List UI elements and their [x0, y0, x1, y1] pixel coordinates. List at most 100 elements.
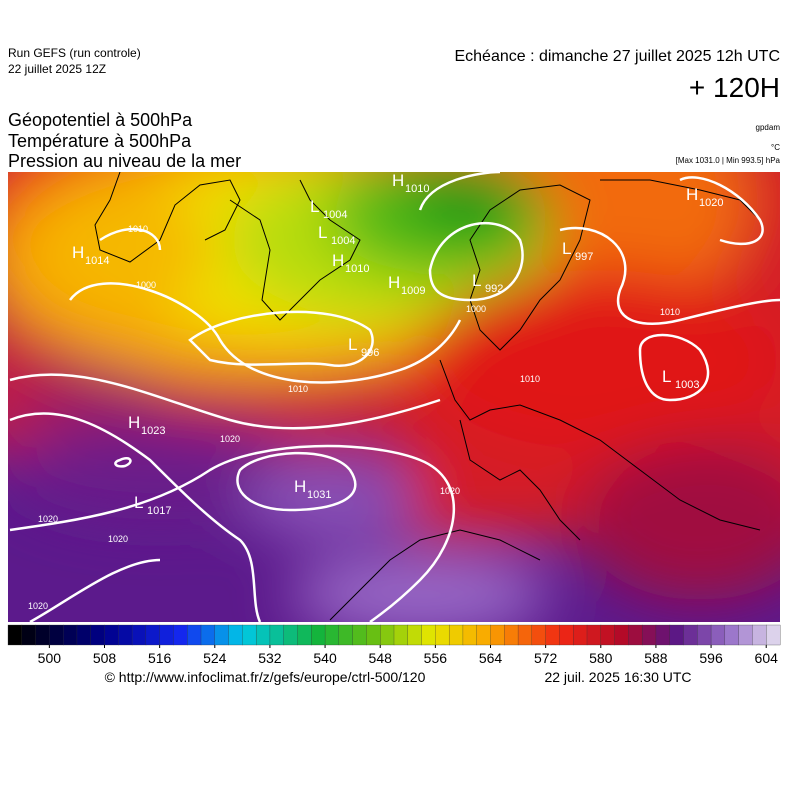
colorbar-swatch [683, 624, 698, 646]
colorbar-tick-label: 572 [534, 650, 558, 666]
colorbar-swatch [131, 624, 147, 646]
colorbar-tick-label: 580 [589, 650, 613, 666]
center-letter: H [332, 251, 344, 270]
center-letter: L [134, 493, 143, 512]
colorbar-swatch [159, 624, 174, 646]
colorbar-tick-label: 596 [699, 650, 723, 666]
isobar-label: 1000 [136, 280, 156, 290]
isobar-label: 1020 [220, 434, 240, 444]
colorbar-swatch [669, 624, 684, 646]
colorbar-tick-label: 548 [369, 650, 393, 666]
valid-time: Echéance : dimanche 27 juillet 2025 12h … [454, 48, 780, 65]
colorbar-swatch [421, 624, 436, 646]
isobar-label: 1010 [520, 374, 540, 384]
colorbar-swatch [531, 624, 547, 646]
isobar-label: 1020 [440, 486, 460, 496]
isobar-label: 1010 [660, 307, 680, 317]
colorbar-swatch [228, 624, 243, 646]
colorbar-swatch [173, 624, 188, 646]
center-value: 1017 [147, 505, 171, 517]
colorbar-swatch [710, 624, 726, 646]
unit: [Max 1031.0 | Min 993.5] hPa [676, 156, 781, 165]
isobar-label: 1020 [28, 601, 48, 611]
colorbar-swatch [628, 624, 643, 646]
center-letter: L [318, 223, 327, 242]
center-letter: L [472, 271, 481, 290]
colorbar-tick-label: 588 [644, 650, 668, 666]
colorbar-swatch [393, 624, 409, 646]
colorbar-swatch [283, 624, 298, 646]
colorbar-swatch [62, 624, 78, 646]
colorbar-swatch [311, 624, 326, 646]
title: Géopotentiel à 500hPa [8, 110, 193, 130]
colorbar-swatch [145, 624, 161, 646]
center-value: 1010 [405, 183, 429, 195]
colorbar-tick-label: 516 [148, 650, 172, 666]
title: Pression au niveau de la mer [8, 151, 241, 171]
footer-source: © http://www.infoclimat.fr/z/gefs/europe… [105, 669, 426, 685]
center-letter: H [392, 171, 404, 190]
colorbar-swatch [724, 624, 740, 646]
colorbar-swatch [490, 624, 505, 646]
colorbar-swatch [324, 624, 340, 646]
colorbar-swatch [7, 624, 23, 646]
colorbar-swatch [559, 624, 574, 646]
isobar-label: 1010 [128, 224, 148, 234]
colorbar-swatch [214, 624, 230, 646]
colorbar-tick-label: 524 [203, 650, 227, 666]
center-value: 1009 [401, 285, 425, 297]
center-value: 1010 [345, 263, 369, 275]
center-value: 1020 [699, 197, 723, 209]
center-value: 996 [361, 347, 379, 359]
colorbar-swatch [338, 624, 354, 646]
colorbar-swatch [21, 624, 37, 646]
colorbar-swatch [352, 624, 367, 646]
colorbar-swatch [435, 624, 450, 646]
center-letter: H [388, 273, 400, 292]
center-value: 1031 [307, 489, 331, 501]
colorbar-swatch [600, 624, 616, 646]
colorbar-swatch [200, 624, 216, 646]
colorbar-swatch [752, 624, 767, 646]
center-value: 1003 [675, 379, 699, 391]
center-letter: L [662, 367, 671, 386]
colorbar-swatch [545, 624, 560, 646]
isobar-label: 1010 [288, 384, 308, 394]
center-letter: L [348, 335, 357, 354]
center-letter: H [294, 477, 306, 496]
colorbar-swatch [655, 624, 671, 646]
colorbar-tick-label: 540 [313, 650, 337, 666]
colorbar-swatch [255, 624, 271, 646]
colorbar-swatch [187, 624, 202, 646]
colorbar-tick-label: 564 [479, 650, 503, 666]
isobars [9, 172, 780, 622]
unit: gpdam [756, 123, 781, 132]
colorbar-swatch [476, 624, 491, 646]
center-letter: L [562, 239, 571, 258]
run-label: Run GEFS (run controle) [8, 46, 141, 60]
colorbar-swatch [448, 624, 464, 646]
footer-time: 22 juil. 2025 16:30 UTC [544, 669, 691, 685]
center-value: 1014 [85, 255, 109, 267]
isobar-label: 1020 [38, 514, 58, 524]
colorbar-swatch [462, 624, 478, 646]
colorbar-swatch [738, 624, 753, 646]
coastlines [94, 172, 761, 621]
colorbar-swatch [614, 624, 629, 646]
center-letter: L [310, 197, 319, 216]
unit: °C [771, 143, 780, 152]
title: Température à 500hPa [8, 131, 192, 151]
colorbar-swatch [504, 624, 519, 646]
center-letter: H [72, 243, 84, 262]
colorbar-swatch [641, 624, 657, 646]
colorbar-swatch [697, 624, 712, 646]
center-value: 1004 [323, 209, 347, 221]
colorbar-swatch [49, 624, 64, 646]
center-value: 997 [575, 251, 593, 263]
colorbar-swatch [90, 624, 105, 646]
colorbar-swatch [380, 624, 395, 646]
colorbar-swatch [242, 624, 257, 646]
colorbar-swatch [76, 624, 92, 646]
